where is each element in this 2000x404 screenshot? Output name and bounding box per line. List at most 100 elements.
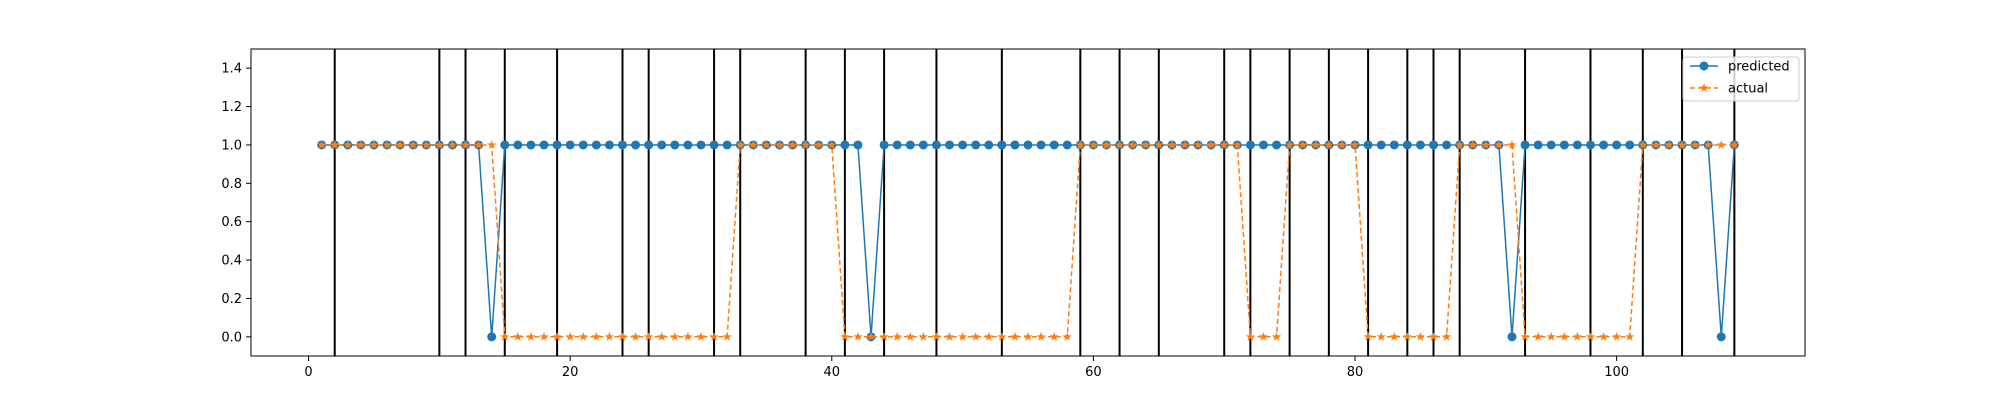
data-point-predicted	[958, 140, 968, 150]
legend-box	[1682, 56, 1800, 102]
data-point-actual	[814, 140, 824, 149]
data-point-actual	[487, 140, 497, 149]
legend-predicted-marker	[1699, 61, 1709, 71]
data-point-actual	[1664, 140, 1674, 149]
data-point-predicted	[1049, 140, 1059, 150]
legend: predicted actual	[1682, 56, 1800, 102]
data-point-actual	[1141, 140, 1151, 149]
data-point-actual	[1625, 332, 1635, 341]
data-point-predicted	[1716, 332, 1726, 342]
data-point-actual	[735, 140, 745, 149]
x-tick-label: 100	[1604, 365, 1629, 380]
data-point-predicted	[892, 140, 902, 150]
y-tick-label: 0.0	[221, 330, 242, 345]
data-point-predicted	[1023, 140, 1033, 150]
data-point-actual	[395, 140, 405, 149]
data-point-actual	[1507, 140, 1517, 149]
data-point-predicted	[918, 140, 928, 150]
data-point-predicted	[1585, 140, 1595, 150]
data-point-actual	[1193, 140, 1203, 149]
data-point-actual	[565, 332, 575, 341]
data-point-actual	[460, 140, 471, 149]
data-point-actual	[787, 140, 798, 149]
data-point-predicted	[1245, 140, 1255, 150]
data-point-predicted	[683, 140, 693, 150]
data-point-actual	[1598, 332, 1609, 341]
vertical-markers	[333, 49, 1736, 356]
data-point-actual	[343, 140, 353, 149]
data-point-actual	[1101, 140, 1112, 149]
data-point-actual	[1559, 332, 1569, 341]
data-point-actual	[918, 332, 928, 341]
data-point-actual	[1402, 332, 1412, 341]
data-point-actual	[617, 332, 628, 341]
data-point-actual	[1128, 140, 1138, 149]
data-point-actual	[1376, 332, 1386, 341]
data-point-actual	[644, 332, 654, 341]
y-tick-label: 1.0	[221, 138, 242, 153]
data-point-actual	[1219, 140, 1229, 149]
data-point-actual	[1036, 332, 1046, 341]
data-point-predicted	[631, 140, 641, 150]
data-point-actual	[1468, 140, 1478, 149]
data-point-actual	[1010, 332, 1020, 341]
data-point-predicted	[539, 140, 549, 150]
x-tick-label: 80	[1347, 365, 1364, 380]
data-point-actual	[696, 332, 706, 341]
data-point-actual	[356, 140, 366, 149]
data-point-actual	[1088, 140, 1098, 149]
y-tick-label: 1.2	[221, 100, 242, 115]
x-tick-label: 0	[304, 365, 312, 380]
y-tick-label: 0.8	[221, 177, 242, 192]
data-point-actual	[1651, 140, 1661, 149]
data-point-predicted	[696, 140, 706, 150]
data-point-predicted	[1272, 140, 1282, 150]
data-point-predicted	[578, 140, 588, 150]
data-point-predicted	[644, 140, 654, 150]
data-point-actual	[526, 332, 536, 341]
data-point-predicted	[1546, 140, 1556, 150]
data-point-actual	[513, 332, 523, 341]
data-point-predicted	[879, 140, 889, 150]
data-point-actual	[892, 332, 902, 341]
data-point-actual	[944, 332, 955, 341]
data-point-actual	[604, 332, 614, 341]
data-point-predicted	[853, 140, 863, 150]
data-point-actual	[709, 332, 719, 341]
data-point-predicted	[984, 140, 994, 150]
data-point-actual	[1023, 332, 1033, 341]
data-point-actual	[1455, 140, 1465, 149]
data-point-predicted	[565, 140, 575, 150]
data-point-predicted	[1559, 140, 1569, 150]
data-point-actual	[1324, 140, 1334, 149]
data-point-predicted	[1415, 140, 1425, 150]
data-point-actual	[631, 332, 641, 341]
data-point-predicted	[945, 140, 955, 150]
data-point-actual	[670, 332, 680, 341]
data-point-predicted	[1363, 140, 1373, 150]
data-point-actual	[1167, 140, 1177, 149]
data-point-predicted	[552, 140, 562, 150]
data-point-actual	[1389, 332, 1399, 341]
data-point-actual	[1285, 140, 1295, 149]
data-point-predicted	[1258, 140, 1268, 150]
data-point-actual	[971, 332, 981, 341]
data-point-actual	[421, 140, 431, 149]
data-point-predicted	[657, 140, 667, 150]
data-point-predicted	[840, 140, 850, 150]
data-point-predicted	[1036, 140, 1046, 150]
data-point-predicted	[997, 140, 1007, 150]
legend-predicted-label: predicted	[1728, 60, 1790, 75]
data-point-predicted	[487, 332, 497, 342]
data-point-predicted	[1520, 140, 1530, 150]
data-point-actual	[578, 332, 588, 341]
series-layer	[317, 140, 1739, 342]
data-point-actual	[1350, 140, 1360, 149]
data-point-predicted	[1533, 140, 1543, 150]
data-point-actual	[330, 140, 340, 149]
legend-actual-marker	[1699, 83, 1709, 92]
x-tick-label: 40	[824, 365, 841, 380]
data-point-actual	[1415, 332, 1425, 341]
